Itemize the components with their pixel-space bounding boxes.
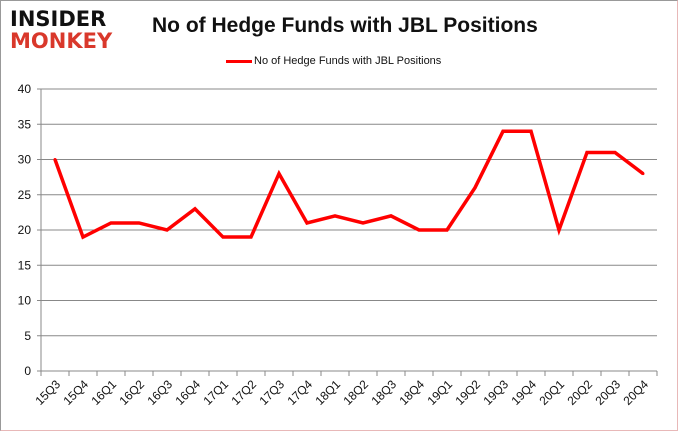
- y-tick-label: 35: [18, 117, 32, 131]
- x-tick-label: 20Q3: [592, 377, 623, 408]
- x-tick-label: 19Q2: [452, 377, 483, 408]
- data-point: [333, 214, 337, 218]
- x-tick-label: 19Q3: [480, 377, 511, 408]
- series-line: [53, 129, 645, 240]
- y-tick-label: 10: [18, 294, 32, 308]
- logo-line1: INSIDER: [10, 7, 107, 31]
- data-point: [585, 150, 589, 154]
- x-tick-label: 18Q2: [340, 377, 371, 408]
- x-tick-label: 16Q1: [88, 377, 119, 408]
- data-point: [165, 228, 169, 232]
- x-tick-label: 16Q4: [172, 377, 203, 408]
- insider-monkey-logo: INSIDER MONKEY: [10, 8, 112, 52]
- data-point: [305, 221, 309, 225]
- data-point: [473, 186, 477, 190]
- y-tick-label: 5: [24, 329, 31, 343]
- x-tick-label: 17Q2: [228, 377, 259, 408]
- data-point: [193, 207, 197, 211]
- legend: No of Hedge Funds with JBL Positions: [226, 55, 441, 67]
- y-tick-label: 20: [18, 223, 32, 237]
- data-point: [389, 214, 393, 218]
- data-point: [109, 221, 113, 225]
- x-tick-label: 16Q3: [144, 377, 175, 408]
- data-point: [641, 172, 645, 176]
- x-tick-label: 20Q1: [536, 377, 567, 408]
- y-tick-label: 40: [18, 82, 32, 96]
- data-point: [53, 158, 57, 161]
- data-point: [529, 129, 533, 133]
- y-tick-label: 30: [18, 153, 32, 167]
- data-point: [81, 235, 85, 239]
- data-point: [501, 129, 505, 133]
- y-tick-label: 15: [18, 258, 32, 272]
- x-tick-label: 20Q2: [564, 377, 595, 408]
- data-point: [221, 235, 225, 239]
- data-point: [417, 228, 421, 232]
- data-point: [361, 221, 365, 225]
- x-tick-label: 19Q4: [508, 377, 539, 408]
- x-tick-label: 15Q4: [60, 377, 91, 408]
- data-point: [557, 228, 561, 232]
- y-tick-label: 25: [18, 188, 32, 202]
- logo-line2: MONKEY: [10, 29, 113, 53]
- x-tick-label: 17Q4: [284, 377, 315, 408]
- legend-swatch: [226, 59, 252, 63]
- chart-title: No of Hedge Funds with JBL Positions: [152, 14, 538, 37]
- x-tick-label: 19Q1: [424, 377, 455, 408]
- x-tick-label: 16Q2: [116, 377, 147, 408]
- data-point: [249, 235, 253, 239]
- legend-label: No of Hedge Funds with JBL Positions: [254, 55, 442, 67]
- x-tick-label: 18Q4: [396, 377, 427, 408]
- x-tick-label: 17Q1: [200, 377, 231, 408]
- x-tick-label: 20Q4: [620, 377, 651, 408]
- x-tick-label: 15Q3: [32, 377, 63, 408]
- data-point: [445, 228, 449, 232]
- x-tick-label: 17Q3: [256, 377, 287, 408]
- data-point: [613, 150, 617, 154]
- data-point: [277, 172, 281, 176]
- y-tick-label: 0: [24, 364, 31, 378]
- x-tick-label: 18Q3: [368, 377, 399, 408]
- x-tick-label: 18Q1: [312, 377, 343, 408]
- data-point: [137, 221, 141, 225]
